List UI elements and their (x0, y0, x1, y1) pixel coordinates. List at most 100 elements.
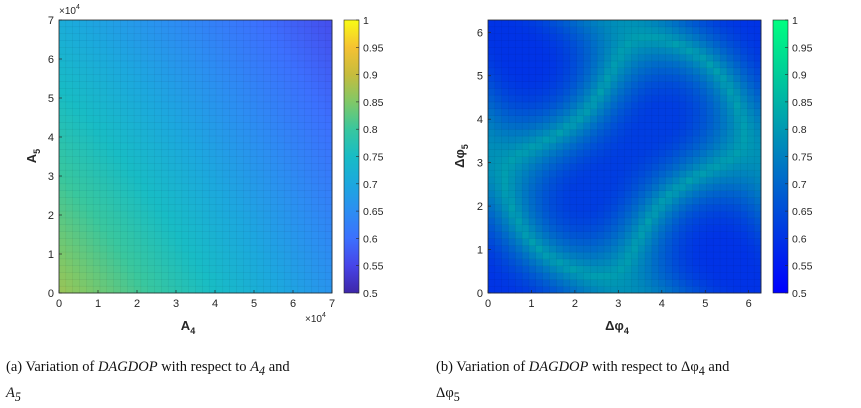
heatmap-cell (250, 54, 258, 62)
heatmap-cell (528, 258, 537, 267)
heatmap-cell (188, 238, 196, 246)
heatmap-cell (325, 252, 333, 260)
heatmap-cell (263, 258, 271, 267)
heatmap-cell (202, 176, 210, 185)
heatmap-cell (256, 60, 265, 69)
heatmap-cell (99, 217, 108, 226)
heatmap-cell (569, 265, 578, 273)
heatmap-cell (325, 67, 333, 76)
heatmap-cell (113, 176, 121, 185)
heatmap-cell (284, 54, 292, 62)
heatmap-cell (679, 272, 687, 280)
heatmap-cell (297, 20, 306, 28)
heatmap-cell (236, 54, 244, 62)
heatmap-cell (733, 258, 741, 267)
heatmap-cell (154, 224, 162, 232)
heatmap-cell (528, 95, 537, 103)
heatmap-cell (284, 217, 292, 226)
heatmap-cell (79, 108, 87, 116)
heatmap-cell (236, 286, 244, 294)
heatmap-cell (597, 129, 605, 137)
heatmap-cell (528, 224, 537, 232)
heatmap-cell (113, 286, 121, 294)
heatmap-cell (215, 238, 224, 246)
heatmap-cell (120, 122, 128, 130)
heatmap-cell (494, 81, 503, 89)
heatmap-cell (263, 81, 271, 89)
heatmap-cell (154, 190, 162, 198)
heatmap-cell (494, 115, 503, 123)
heatmap-cell (604, 286, 612, 294)
heatmap-cell (617, 224, 625, 232)
heatmap-cell (93, 20, 101, 28)
heatmap-cell (277, 258, 285, 267)
heatmap-cell (304, 245, 312, 253)
heatmap-cell (651, 101, 660, 110)
heatmap-cell (522, 279, 530, 287)
heatmap-cell (542, 217, 550, 226)
heatmap-cell (740, 60, 748, 69)
heatmap-cell (284, 211, 292, 219)
heatmap-cell (747, 258, 755, 267)
heatmap-cell (209, 197, 217, 205)
heatmap-cell (644, 129, 653, 137)
heatmap-cell (120, 238, 128, 246)
heatmap-cell (215, 142, 224, 151)
heatmap-cell (181, 95, 190, 103)
heatmap-cell (297, 74, 306, 82)
heatmap-cell (188, 115, 196, 123)
heatmap-cell (99, 60, 108, 69)
heatmap-cell (120, 258, 128, 267)
heatmap-cell (134, 74, 142, 82)
heatmap-cell (297, 115, 306, 123)
heatmap-cell (188, 286, 196, 294)
heatmap-cell (297, 26, 306, 35)
heatmap-cell (569, 115, 578, 123)
heatmap-cell (222, 129, 231, 137)
y-tick-label: 4 (48, 132, 54, 144)
heatmap-cell (263, 101, 271, 110)
heatmap-cell (720, 136, 728, 144)
heatmap-cell (651, 149, 660, 157)
heatmap-cell (127, 136, 135, 144)
heatmap-cell (494, 183, 503, 192)
heatmap-cell (563, 183, 571, 192)
heatmap-cell (699, 156, 707, 164)
heatmap-cell (222, 60, 231, 69)
heatmap-cell (508, 279, 516, 287)
heatmap-cell (154, 115, 162, 123)
heatmap-cell (501, 54, 509, 62)
caption-a-tag: (a) (6, 359, 23, 375)
heatmap-cell (209, 88, 217, 96)
heatmap-cell (644, 142, 653, 151)
heatmap-cell (720, 40, 728, 48)
heatmap-cell (181, 170, 190, 178)
heatmap-cell (610, 149, 619, 157)
heatmap-cell (590, 40, 598, 48)
heatmap-cell (120, 265, 128, 273)
heatmap-cell (583, 286, 591, 294)
heatmap-cell (665, 217, 673, 226)
heatmap-cell (263, 252, 271, 260)
heatmap-cell (181, 286, 190, 294)
heatmap-cell (120, 67, 128, 76)
heatmap-cell (692, 149, 700, 157)
heatmap-cell (556, 245, 564, 253)
heatmap-cell (154, 163, 162, 171)
heatmap-cell (651, 88, 660, 96)
heatmap-cell (522, 115, 530, 123)
heatmap-cell (263, 176, 271, 185)
heatmap-cell (569, 183, 578, 192)
heatmap-cell (494, 156, 503, 164)
heatmap-cell (59, 74, 67, 82)
heatmap-cell (147, 47, 155, 55)
heatmap-cell (277, 33, 285, 41)
heatmap-cell (154, 238, 162, 246)
heatmap-cell (706, 163, 714, 171)
heatmap-cell (685, 176, 694, 185)
heatmap-cell (522, 197, 530, 205)
heatmap-cell (147, 170, 155, 178)
heatmap-cell (161, 74, 169, 82)
heatmap-cell (508, 190, 516, 198)
heatmap-cell (515, 170, 523, 178)
